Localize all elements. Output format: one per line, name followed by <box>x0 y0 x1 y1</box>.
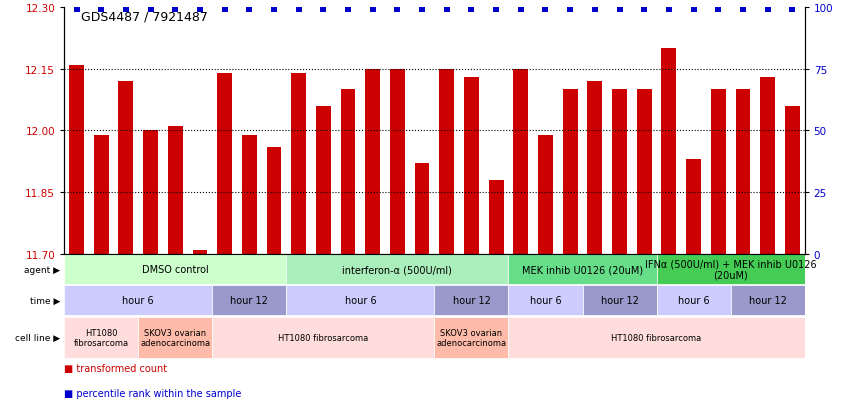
Bar <box>489 180 503 254</box>
Text: time ▶: time ▶ <box>30 296 60 305</box>
Bar <box>760 78 775 254</box>
Bar <box>341 90 355 254</box>
Bar <box>710 90 726 254</box>
Text: HT1080 fibrosarcoma: HT1080 fibrosarcoma <box>278 333 368 342</box>
Text: interferon-α (500U/ml): interferon-α (500U/ml) <box>342 264 452 275</box>
Text: hour 12: hour 12 <box>230 295 268 306</box>
Bar <box>212 317 434 358</box>
Bar <box>508 286 582 316</box>
Bar <box>286 254 508 284</box>
Text: SKOV3 ovarian
adenocarcinoma: SKOV3 ovarian adenocarcinoma <box>140 328 211 347</box>
Bar <box>657 254 805 284</box>
Bar <box>662 49 676 254</box>
Bar <box>64 254 286 284</box>
Bar <box>687 160 701 254</box>
Text: hour 6: hour 6 <box>345 295 376 306</box>
Bar <box>414 164 430 254</box>
Text: GDS4487 / 7921487: GDS4487 / 7921487 <box>81 10 208 23</box>
Bar <box>168 127 182 254</box>
Bar <box>217 74 232 254</box>
Text: HT1080 fibrosarcoma: HT1080 fibrosarcoma <box>611 333 702 342</box>
Bar <box>582 286 657 316</box>
Text: hour 12: hour 12 <box>601 295 639 306</box>
Text: hour 6: hour 6 <box>678 295 710 306</box>
Text: cell line ▶: cell line ▶ <box>15 333 60 342</box>
Bar <box>508 254 657 284</box>
Bar <box>637 90 651 254</box>
Text: agent ▶: agent ▶ <box>24 265 60 274</box>
Bar <box>434 286 508 316</box>
Text: HT1080
fibrosarcoma: HT1080 fibrosarcoma <box>74 328 128 347</box>
Bar <box>193 250 207 254</box>
Text: DMSO control: DMSO control <box>142 264 209 275</box>
Text: hour 6: hour 6 <box>122 295 154 306</box>
Bar <box>514 70 528 254</box>
Bar <box>612 90 627 254</box>
Bar <box>143 131 158 254</box>
Bar <box>291 74 306 254</box>
Text: IFNα (500U/ml) + MEK inhib U0126
(20uM): IFNα (500U/ml) + MEK inhib U0126 (20uM) <box>645 259 817 280</box>
Bar <box>508 317 805 358</box>
Bar <box>657 286 730 316</box>
Text: hour 12: hour 12 <box>749 295 787 306</box>
Bar <box>562 90 578 254</box>
Bar <box>434 317 508 358</box>
Bar <box>212 286 286 316</box>
Bar <box>242 135 257 254</box>
Text: hour 12: hour 12 <box>453 295 490 306</box>
Bar <box>735 90 751 254</box>
Text: hour 6: hour 6 <box>530 295 562 306</box>
Bar <box>390 70 405 254</box>
Bar <box>118 82 134 254</box>
Bar <box>587 82 603 254</box>
Bar <box>464 78 479 254</box>
Bar <box>94 135 109 254</box>
Bar <box>316 107 330 254</box>
Text: ■ percentile rank within the sample: ■ percentile rank within the sample <box>64 388 241 398</box>
Bar <box>439 70 455 254</box>
Bar <box>286 286 434 316</box>
Text: MEK inhib U0126 (20uM): MEK inhib U0126 (20uM) <box>522 264 643 275</box>
Text: SKOV3 ovarian
adenocarcinoma: SKOV3 ovarian adenocarcinoma <box>437 328 507 347</box>
Text: ■ transformed count: ■ transformed count <box>64 363 167 373</box>
Bar <box>538 135 553 254</box>
Bar <box>69 66 84 254</box>
Bar <box>64 317 138 358</box>
Bar <box>730 286 805 316</box>
Bar <box>366 70 380 254</box>
Bar <box>64 286 212 316</box>
Bar <box>138 317 212 358</box>
Bar <box>266 147 282 254</box>
Bar <box>785 107 800 254</box>
